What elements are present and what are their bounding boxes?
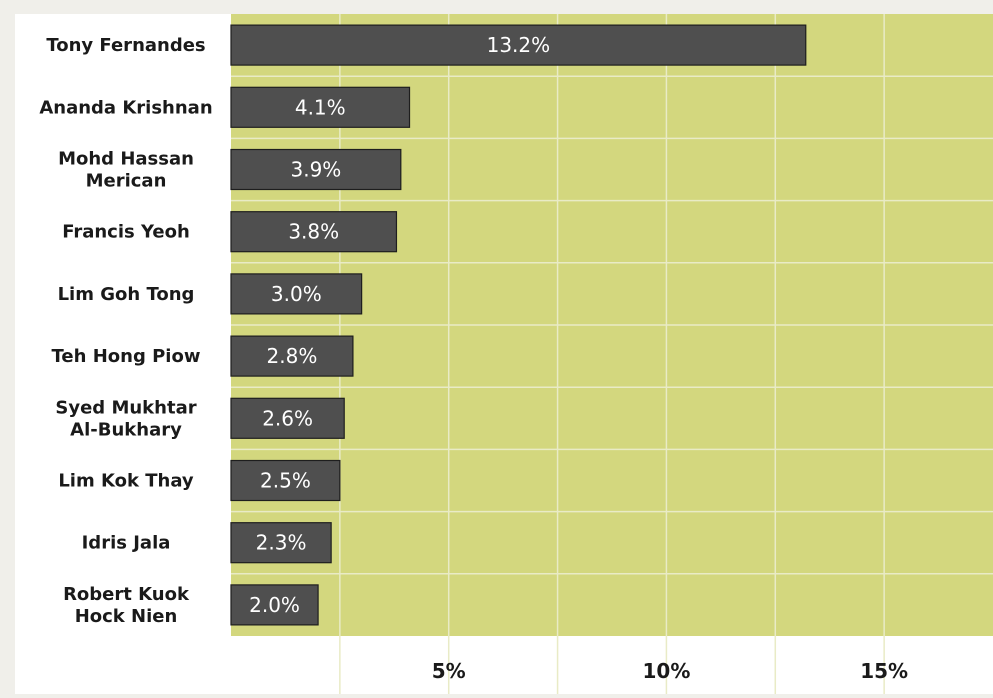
row-separators [231, 75, 993, 575]
x-tick-label: 5% [432, 659, 466, 683]
bar-value-label: 13.2% [487, 33, 551, 57]
category-label: Lim Kok Thay [58, 471, 194, 492]
bars: 13.2% 4.1% 3.9% 3.8% 3.0% 2.8% 2.6% 2.5% 2.3% 2.0… [230, 24, 807, 626]
label-panel [15, 14, 231, 636]
bar-value-label: 2.5% [260, 469, 311, 493]
bar-value-label: 4.1% [295, 95, 346, 119]
bar [230, 584, 319, 626]
bar [230, 459, 341, 502]
bar [230, 24, 807, 66]
bar-value-label: 2.3% [256, 531, 307, 555]
x-tick-label: 15% [860, 659, 908, 683]
bar [230, 86, 411, 128]
bar-value-label: 3.9% [291, 158, 342, 182]
bar [230, 397, 345, 439]
bar-value-label: 2.0% [249, 593, 300, 617]
bar-value-label: 2.8% [267, 344, 318, 368]
bar [230, 335, 354, 377]
bar [230, 273, 363, 315]
bar [230, 211, 398, 253]
category-label: Syed Mukhtar Al-Bukhary [55, 397, 196, 440]
bar [230, 148, 402, 191]
category-labels: Tony Fernandes Ananda Krishnan Mohd Hassan… [39, 35, 212, 627]
category-label: Robert Kuok Hock Nien [63, 584, 190, 627]
x-axis-ticks: 5% 10% 15% [432, 659, 908, 683]
category-label: Teh Hong Piow [52, 346, 201, 367]
category-label: Ananda Krishnan [39, 97, 212, 118]
category-label: Lim Goh Tong [58, 284, 195, 305]
axis-panel [15, 636, 993, 694]
category-label: Tony Fernandes [46, 35, 205, 56]
bar-value-label: 3.0% [271, 282, 322, 306]
bar [230, 522, 332, 564]
category-label: Mohd Hassan Merican [58, 149, 194, 192]
category-label: Idris Jala [82, 533, 171, 554]
category-label: Francis Yeoh [62, 222, 190, 243]
bar-value-label: 2.6% [262, 406, 313, 430]
x-tick-label: 10% [642, 659, 690, 683]
bar-value-label: 3.8% [288, 220, 339, 244]
